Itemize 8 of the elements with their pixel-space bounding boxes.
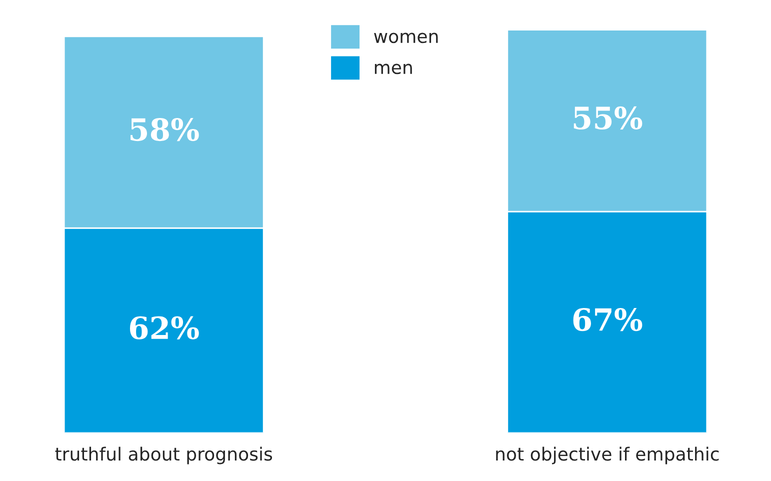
data-label: 62% [130,316,199,340]
legend-label: women [374,32,438,44]
data-label: 58% [130,118,199,142]
data-label: 55% [574,106,642,130]
data-label: 67% [573,308,642,332]
x-tick-label: truthful about prognosis [55,446,272,464]
x-tick-label: not objective if empathic [496,446,719,464]
legend-label: men [374,64,412,74]
